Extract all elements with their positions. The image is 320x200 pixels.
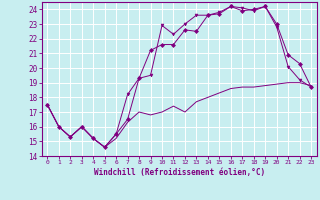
X-axis label: Windchill (Refroidissement éolien,°C): Windchill (Refroidissement éolien,°C) [94, 168, 265, 177]
